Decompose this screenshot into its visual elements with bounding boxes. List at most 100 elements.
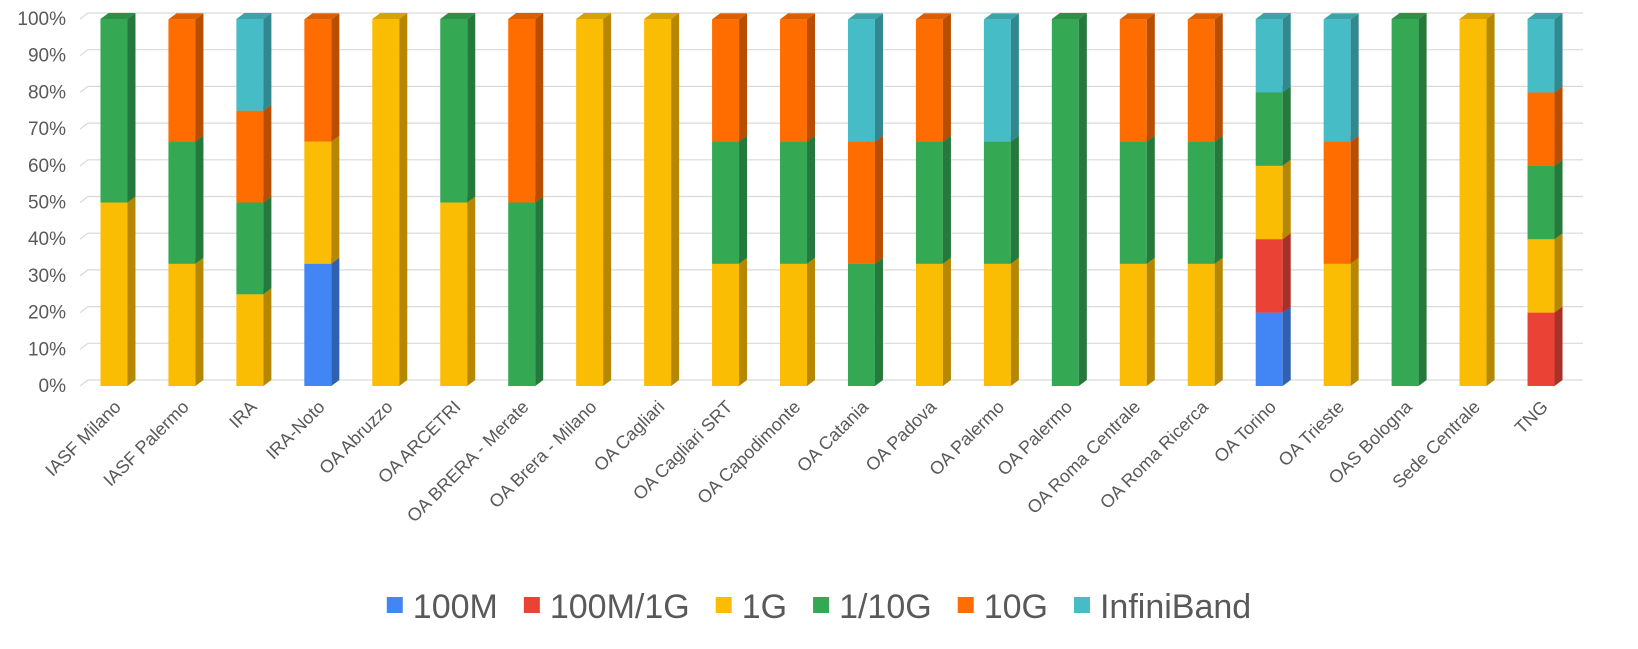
bar-segment-front <box>576 19 604 386</box>
bar-stack <box>1255 13 1291 386</box>
bar-segment-front <box>1119 263 1147 386</box>
bar-segment-side <box>1010 13 1019 142</box>
bar-segment-front <box>644 19 672 386</box>
bar-stack <box>847 13 883 386</box>
bar-stack <box>236 13 272 386</box>
bar-segment-side <box>1282 306 1291 386</box>
y-tick-label: 40% <box>28 229 66 250</box>
bar-segment <box>1459 13 1495 386</box>
legend-item: InfiniBand <box>1073 588 1251 626</box>
legend-swatch <box>386 597 403 613</box>
bar-segment-side <box>807 257 816 386</box>
bar-segment-front <box>915 19 943 142</box>
bar-segment <box>1187 135 1223 264</box>
bar-segment-front <box>1187 19 1215 142</box>
y-tick-label: 90% <box>28 46 66 67</box>
bar-segment-front <box>1119 141 1147 264</box>
bar-segment-side <box>263 196 272 295</box>
bar-stack <box>576 13 612 386</box>
bar-segment <box>1051 13 1087 386</box>
bar-segment-side <box>195 257 204 386</box>
x-category-label: OA Trieste <box>1274 397 1348 471</box>
bar-segment-front <box>983 263 1011 386</box>
bar-segment-side <box>399 13 408 386</box>
bar-segment-front <box>712 19 740 142</box>
bar-stack <box>372 13 408 386</box>
bar-segment-top <box>983 13 1019 20</box>
bar-segment-side <box>874 135 883 264</box>
bar-segment-side <box>807 13 816 142</box>
bar-segment-side <box>874 13 883 142</box>
bar-segment-top <box>576 13 612 19</box>
bar-segment-side <box>1418 13 1427 386</box>
bar-segment <box>440 196 476 386</box>
bar-segment-side <box>739 13 748 142</box>
bar-stack <box>1391 13 1427 386</box>
x-category-label: OA Torino <box>1210 397 1280 467</box>
bar-segment-side <box>1010 135 1019 264</box>
bar-segment-front <box>236 294 264 386</box>
bar-segment <box>1255 233 1291 313</box>
legend-label: InfiniBand <box>1100 588 1251 626</box>
bar-segment <box>236 288 272 386</box>
bar-stack <box>644 13 680 386</box>
bar-segment-front <box>1527 92 1555 166</box>
bar-segment <box>576 13 612 386</box>
bar-segment-side <box>127 196 136 386</box>
bar-segment-side <box>603 13 612 386</box>
legend-label: 1/10G <box>839 588 932 626</box>
bar-segment <box>1255 86 1291 166</box>
bar-segment-top <box>100 13 136 19</box>
bar-stack <box>1119 13 1155 386</box>
x-category-label: OA Roma Centrale <box>1023 397 1144 518</box>
bar-segment-front <box>712 263 740 386</box>
bar-segment-side <box>195 135 204 264</box>
bar-segment-side <box>535 13 544 203</box>
bar-segment <box>236 104 272 203</box>
bar-segment-front <box>780 141 808 264</box>
bar-segment-side <box>1554 86 1563 166</box>
bar-segment-side <box>1282 86 1291 166</box>
bar-segment <box>304 135 340 264</box>
bar-segment-front <box>1527 165 1555 240</box>
bars <box>100 13 1563 386</box>
bar-segment-side <box>331 135 340 264</box>
bar-segment-top <box>304 13 340 20</box>
bar-segment <box>1187 257 1223 386</box>
bar-segment <box>1527 13 1563 93</box>
bar-segment <box>983 135 1019 264</box>
bar-segment-front <box>168 263 196 386</box>
bar-stack <box>508 13 544 386</box>
bar-segment-front <box>236 202 264 295</box>
legend-swatch <box>523 597 540 613</box>
bar-segment-side <box>1214 135 1223 264</box>
bar-stack <box>983 13 1019 386</box>
bar-segment-front <box>847 263 875 386</box>
bar-stack <box>1187 13 1223 386</box>
y-tick-label: 20% <box>28 303 66 324</box>
bar-segment-top <box>712 13 748 20</box>
bar-segment-front <box>1527 312 1555 386</box>
bar-segment <box>1527 306 1563 386</box>
bar-segment-front <box>915 263 943 386</box>
bar-segment-top <box>1323 13 1359 20</box>
bar-segment-front <box>1255 92 1283 166</box>
bar-segment <box>983 257 1019 386</box>
bar-segment-top <box>168 13 204 20</box>
bar-segment <box>1119 257 1155 386</box>
bar-segment-front <box>1459 19 1487 386</box>
bar-segment-top <box>372 13 408 19</box>
y-tick-label: 60% <box>28 156 66 177</box>
y-tick-label: 10% <box>28 339 66 360</box>
legend-item: 10G <box>957 588 1048 626</box>
bar-segment-top <box>236 13 272 19</box>
bar-segment-front <box>983 141 1011 264</box>
bar-segment-side <box>942 135 951 264</box>
bar-segment-top <box>1527 13 1563 19</box>
bar-segment-front <box>1323 263 1351 386</box>
bar-segment-front <box>712 141 740 264</box>
bar-segment <box>915 257 951 386</box>
bar-segment-side <box>263 13 272 111</box>
